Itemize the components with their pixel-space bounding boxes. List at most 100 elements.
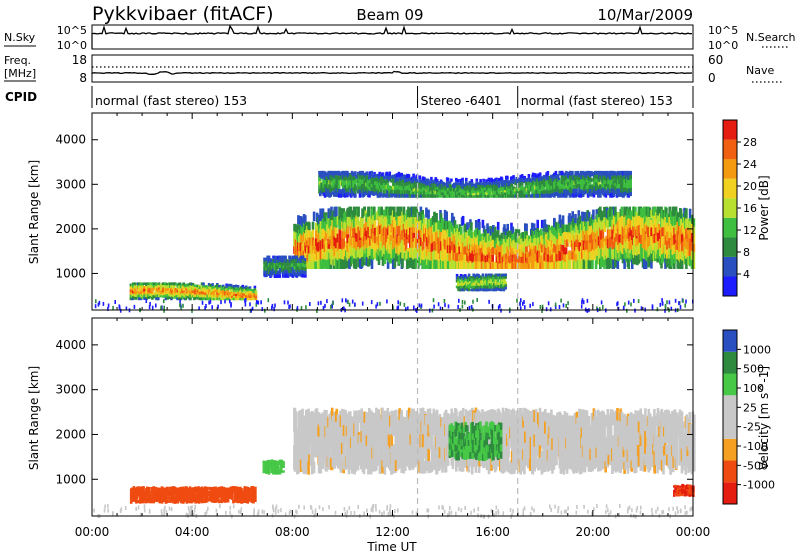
- power-cell: [590, 225, 594, 235]
- power-cell: [650, 244, 653, 254]
- power-cell: [419, 191, 423, 195]
- power-cell: [522, 263, 525, 269]
- power-cell: [462, 282, 466, 286]
- power-cell: [440, 186, 444, 190]
- power-cell: [208, 300, 210, 305]
- power-cell: [387, 253, 390, 263]
- power-cell: [435, 178, 439, 182]
- power-cell: [691, 232, 694, 242]
- power-cell: [333, 226, 336, 237]
- power-cell: [295, 255, 299, 259]
- power-cell: [301, 266, 305, 271]
- power-cell: [434, 190, 438, 195]
- power-cell: [359, 182, 362, 187]
- power-cell: [450, 194, 453, 198]
- power-cell: [500, 238, 504, 245]
- power-cell: [568, 259, 571, 269]
- power-cell: [303, 264, 307, 268]
- power-cell: [528, 194, 532, 198]
- power-cell: [285, 269, 288, 274]
- power-cell: [379, 301, 381, 306]
- frequency-traces: [91, 66, 693, 76]
- power-cell: [366, 188, 370, 193]
- power-cell: [481, 282, 485, 286]
- power-cell: [465, 177, 468, 182]
- power-cell: [300, 306, 303, 311]
- power-cell: [383, 179, 386, 183]
- power-cell: [443, 182, 447, 186]
- power-cell: [319, 177, 322, 181]
- power-cell: [688, 221, 692, 230]
- power-cell: [497, 184, 501, 188]
- power-cell: [322, 305, 325, 310]
- power-cell: [654, 227, 658, 236]
- power-cell: [221, 297, 225, 301]
- power-cell: [330, 178, 334, 182]
- power-cell: [466, 192, 470, 196]
- power-cell: [464, 238, 467, 247]
- power-cell: [343, 180, 347, 186]
- power-cell: [464, 275, 468, 279]
- power-cell: [603, 217, 606, 228]
- power-cell: [435, 250, 438, 260]
- power-cell: [301, 255, 305, 260]
- power-cell: [178, 282, 182, 286]
- power-cell: [629, 253, 632, 262]
- power-cell: [267, 266, 271, 271]
- power-cell: [246, 298, 250, 301]
- power-cell: [571, 259, 574, 269]
- power-cell: [350, 175, 354, 180]
- power-cell: [192, 294, 196, 298]
- power-cell: [368, 245, 372, 256]
- power-cell: [335, 192, 338, 197]
- power-cell: [550, 189, 553, 194]
- power-cell: [401, 258, 404, 268]
- power-cell: [525, 184, 529, 189]
- power-cell: [230, 302, 232, 307]
- power-cell: [526, 240, 529, 247]
- power-cell: [640, 235, 643, 244]
- power-cell: [162, 292, 165, 296]
- power-cell: [406, 181, 409, 186]
- power-cell: [229, 283, 233, 287]
- power-cell: [162, 290, 165, 293]
- power-cell: [479, 191, 482, 195]
- power-cell: [480, 278, 483, 281]
- power-cell: [475, 191, 479, 195]
- power-cell: [608, 206, 612, 217]
- power-cell: [145, 286, 148, 289]
- power-cell: [284, 255, 287, 260]
- power-cell: [422, 241, 425, 251]
- power-cell: [455, 224, 458, 232]
- power-cell: [273, 263, 277, 267]
- power-cell: [691, 260, 694, 269]
- power-cell: [650, 227, 653, 237]
- power-cell: [586, 210, 589, 220]
- power-cell: [519, 178, 522, 183]
- power-cell: [673, 216, 676, 226]
- power-cell: [271, 306, 273, 311]
- power-cell: [506, 175, 509, 180]
- power-cell: [311, 221, 315, 230]
- power-cell: [608, 257, 612, 268]
- power-cell: [685, 248, 688, 259]
- power-cell: [330, 170, 334, 175]
- power-cell: [477, 195, 480, 198]
- power-cell: [640, 243, 643, 253]
- power-cell: [393, 247, 397, 258]
- power-cell: [250, 292, 254, 295]
- power-cell: [553, 172, 556, 177]
- power-cell: [451, 222, 454, 232]
- power-cell: [623, 175, 626, 180]
- power-cell: [240, 295, 244, 298]
- power-cell: [617, 252, 620, 261]
- power-cell: [407, 217, 411, 227]
- power-cell: [338, 210, 342, 220]
- power-cell: [453, 228, 457, 237]
- power-cell: [431, 194, 434, 198]
- power-cell: [488, 285, 492, 289]
- power-cell: [223, 295, 227, 298]
- power-cell: [534, 253, 538, 262]
- power-cell: [350, 187, 354, 193]
- power-cell: [420, 246, 423, 255]
